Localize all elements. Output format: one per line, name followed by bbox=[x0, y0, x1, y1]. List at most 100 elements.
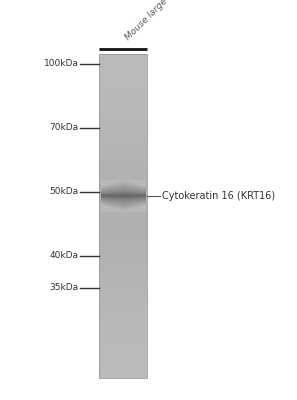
Bar bbox=[107, 197, 108, 198]
Bar bbox=[141, 210, 143, 211]
Bar bbox=[118, 200, 119, 201]
Bar bbox=[134, 203, 136, 204]
Bar bbox=[109, 188, 110, 189]
Bar bbox=[137, 193, 138, 194]
Bar bbox=[102, 184, 103, 185]
Bar bbox=[105, 187, 107, 188]
Bar bbox=[99, 265, 147, 268]
Bar bbox=[104, 181, 106, 182]
Bar bbox=[119, 211, 120, 212]
Bar bbox=[120, 182, 121, 183]
Bar bbox=[123, 205, 125, 206]
Bar bbox=[143, 204, 145, 205]
Bar bbox=[140, 198, 141, 199]
Bar bbox=[118, 189, 119, 190]
Bar bbox=[103, 190, 105, 191]
Bar bbox=[110, 209, 111, 210]
Bar bbox=[135, 187, 137, 188]
Bar bbox=[103, 183, 105, 184]
Bar bbox=[101, 197, 102, 198]
Bar bbox=[114, 186, 116, 187]
Bar bbox=[135, 200, 137, 201]
Bar bbox=[132, 187, 134, 188]
Bar bbox=[99, 196, 147, 199]
Bar bbox=[108, 192, 109, 193]
Bar bbox=[132, 200, 134, 201]
Bar bbox=[139, 203, 140, 204]
Bar bbox=[118, 196, 119, 197]
Bar bbox=[103, 210, 105, 211]
Bar bbox=[122, 194, 124, 195]
Bar bbox=[128, 186, 129, 187]
Bar bbox=[120, 203, 121, 204]
Bar bbox=[131, 186, 132, 187]
Bar bbox=[116, 182, 118, 183]
Bar bbox=[133, 189, 135, 190]
Bar bbox=[99, 164, 147, 166]
Bar bbox=[104, 192, 106, 193]
Bar bbox=[118, 210, 119, 211]
Bar bbox=[107, 189, 108, 190]
Bar bbox=[104, 186, 106, 187]
Bar bbox=[135, 202, 137, 203]
Bar bbox=[107, 188, 108, 189]
Bar bbox=[129, 204, 130, 205]
Bar bbox=[142, 201, 143, 202]
Bar bbox=[110, 180, 111, 181]
Bar bbox=[134, 184, 136, 185]
Bar bbox=[111, 183, 112, 184]
Bar bbox=[116, 186, 118, 187]
Bar bbox=[140, 210, 141, 211]
Bar bbox=[112, 188, 113, 189]
Bar bbox=[143, 188, 145, 189]
Bar bbox=[104, 206, 106, 207]
Bar bbox=[135, 199, 137, 200]
Bar bbox=[121, 201, 122, 202]
Bar bbox=[99, 293, 147, 296]
Bar bbox=[127, 183, 128, 184]
Bar bbox=[129, 182, 130, 183]
Bar bbox=[113, 202, 115, 203]
Bar bbox=[127, 181, 128, 182]
Bar bbox=[110, 185, 111, 186]
Bar bbox=[107, 183, 108, 184]
Bar bbox=[140, 191, 141, 192]
Bar bbox=[119, 200, 120, 201]
Bar bbox=[119, 199, 120, 200]
Bar bbox=[124, 191, 126, 192]
Bar bbox=[138, 180, 139, 181]
Bar bbox=[132, 206, 134, 207]
Bar bbox=[103, 199, 105, 200]
Bar bbox=[112, 203, 113, 204]
Bar bbox=[138, 207, 139, 208]
Bar bbox=[141, 204, 143, 205]
Bar bbox=[111, 183, 112, 184]
Bar bbox=[142, 181, 143, 182]
Bar bbox=[99, 136, 147, 138]
Bar bbox=[108, 198, 109, 199]
Bar bbox=[107, 205, 108, 206]
Bar bbox=[116, 188, 118, 189]
Bar bbox=[127, 185, 128, 186]
Bar bbox=[105, 201, 107, 202]
Bar bbox=[122, 196, 124, 197]
Bar bbox=[111, 196, 112, 197]
Bar bbox=[139, 211, 140, 212]
Bar bbox=[139, 197, 140, 198]
Bar bbox=[124, 187, 126, 188]
Bar bbox=[142, 186, 143, 187]
Bar bbox=[134, 190, 136, 191]
Bar bbox=[116, 204, 117, 205]
Bar bbox=[128, 209, 129, 210]
Bar bbox=[122, 188, 124, 189]
Bar bbox=[119, 206, 120, 207]
Bar bbox=[131, 207, 132, 208]
Bar bbox=[116, 183, 117, 184]
Bar bbox=[130, 201, 131, 202]
Bar bbox=[142, 210, 143, 211]
Bar bbox=[142, 203, 143, 204]
Bar bbox=[132, 187, 134, 188]
Bar bbox=[118, 198, 119, 199]
Bar bbox=[103, 205, 105, 206]
Bar bbox=[114, 184, 116, 185]
